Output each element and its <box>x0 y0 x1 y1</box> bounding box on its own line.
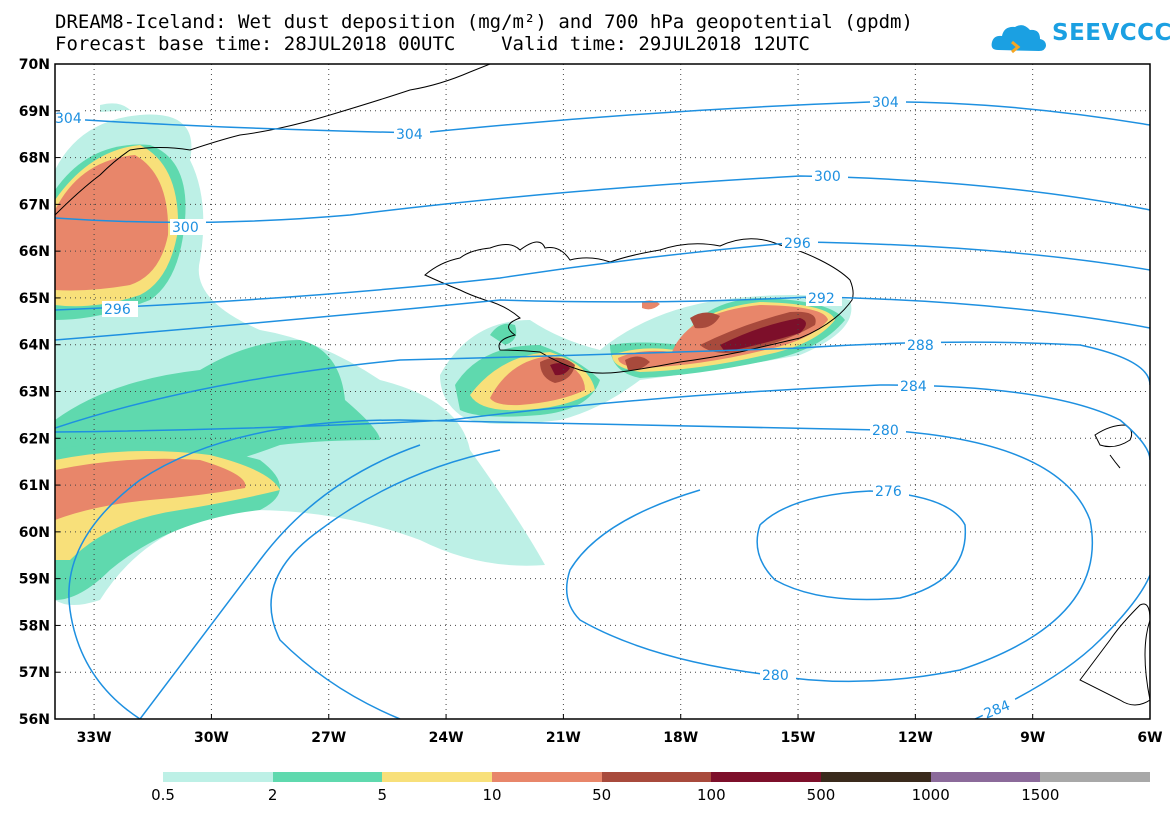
legend-label: 10 <box>482 786 502 804</box>
contour-label: 284 <box>900 379 927 395</box>
lat-label: 56N <box>19 712 50 728</box>
iceland-coast <box>424 238 854 374</box>
title-line-2: Forecast base time: 28JUL2018 00UTC Vali… <box>55 33 810 55</box>
lat-label: 65N <box>19 291 50 307</box>
contour-label: 276 <box>875 484 902 500</box>
color-legend <box>163 772 1151 782</box>
contour-280 <box>68 419 1094 719</box>
lat-label: 58N <box>19 618 50 634</box>
lon-label: 24W <box>429 730 464 746</box>
lat-label: 59N <box>19 572 50 588</box>
contour-label: 280 <box>872 423 899 439</box>
lat-label: 67N <box>19 197 50 213</box>
contour-label: 280 <box>762 668 789 684</box>
contour-300 <box>55 175 1150 224</box>
contour-label: 300 <box>814 169 841 185</box>
contour-label: 304 <box>396 127 423 143</box>
longitude-labels: 33W 30W 27W 24W 21W 18W 15W 12W 9W 6W <box>77 730 1163 746</box>
contour-label: 300 <box>172 220 199 236</box>
contour-label: 288 <box>907 338 934 354</box>
legend-label: 0.5 <box>151 786 175 804</box>
contour-label: 296 <box>784 236 811 252</box>
lon-label: 18W <box>663 730 698 746</box>
lat-label: 69N <box>19 104 50 120</box>
legend-swatch <box>163 772 273 782</box>
lat-label: 68N <box>19 151 50 167</box>
cloud-logo-icon <box>991 25 1046 54</box>
legend-label: 1000 <box>911 786 950 804</box>
geopotential-contours <box>55 101 1150 719</box>
dust-deposition-field <box>55 103 852 605</box>
lat-label: 66N <box>19 244 50 260</box>
lon-label: 27W <box>311 730 346 746</box>
contour-label: 296 <box>104 302 131 318</box>
lat-label: 64N <box>19 338 50 354</box>
lon-label: 33W <box>77 730 112 746</box>
contour-284 <box>55 384 1150 461</box>
lon-label: 21W <box>546 730 581 746</box>
contour-280b <box>270 449 501 719</box>
contour-292 <box>55 296 1150 341</box>
latitude-labels: 70N 69N 68N 67N 66N 65N 64N 63N 62N 61N 60N 59N 58N 5… <box>19 57 50 728</box>
legend-label: 50 <box>592 786 612 804</box>
lat-label: 60N <box>19 525 50 541</box>
lat-label: 62N <box>19 431 50 447</box>
legend-swatch <box>821 772 931 782</box>
legend-swatch <box>272 772 383 782</box>
contour-label: 304 <box>872 95 899 111</box>
legend-swatch <box>1040 772 1151 782</box>
title-line-1: DREAM8-Iceland: Wet dust deposition (mg/… <box>55 11 913 33</box>
legend-swatch <box>930 772 1041 782</box>
legend-swatch <box>711 772 822 782</box>
legend-swatch <box>382 772 493 782</box>
contour-label: 292 <box>808 291 835 307</box>
lon-label: 9W <box>1020 730 1045 746</box>
lat-label: 63N <box>19 385 50 401</box>
legend-label: 1500 <box>1021 786 1060 804</box>
logo-text: SEEVCCC <box>1052 20 1172 46</box>
contour-304 <box>55 101 1150 134</box>
grid-lines <box>55 64 1150 719</box>
axis-ticks <box>55 63 1151 720</box>
lon-label: 30W <box>194 730 229 746</box>
legend-labels: 0.5 2 5 10 50 100 500 1000 1500 <box>0 786 1175 806</box>
lon-label: 12W <box>898 730 933 746</box>
contour-labels: 304 304 304 300 300 296 296 292 288 284 … <box>55 94 1019 719</box>
lat-label: 70N <box>19 57 50 73</box>
legend-swatch <box>601 772 712 782</box>
lon-label: 15W <box>781 730 816 746</box>
lon-label: 6W <box>1137 730 1162 746</box>
contour-284b <box>974 574 1150 719</box>
legend-label: 100 <box>697 786 726 804</box>
legend-label: 500 <box>806 786 836 804</box>
lat-label: 57N <box>19 665 50 681</box>
contour-296 <box>55 241 1150 311</box>
contour-276 <box>756 490 967 601</box>
contour-label: 304 <box>55 111 82 127</box>
lat-label: 61N <box>19 478 50 494</box>
contour-288 <box>55 341 1150 429</box>
legend-label: 5 <box>377 786 388 804</box>
legend-label: 2 <box>267 786 278 804</box>
legend-swatch <box>492 772 602 782</box>
